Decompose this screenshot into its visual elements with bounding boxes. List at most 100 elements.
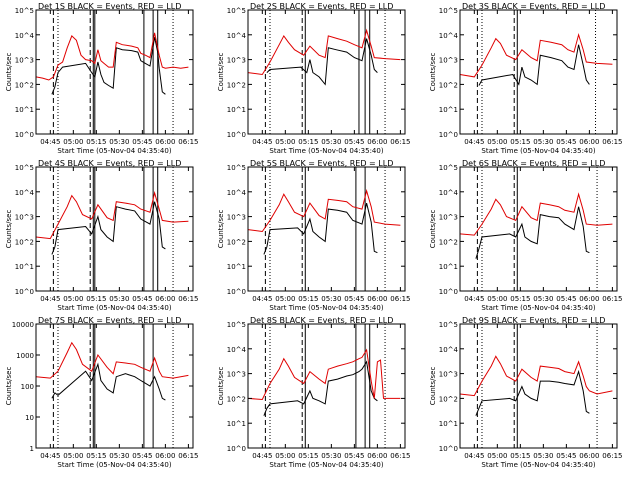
y-tick-label: 10^4 [439,189,459,197]
x-tick-label: 06:15 [178,295,198,303]
plot-frame [247,9,406,135]
plot-frame [459,9,618,135]
chart-panel-1: Det 1S BLACK = Events, RED = LLD 10^0 10^1… [5,2,198,155]
y-tick-label: 10^5 [227,7,246,15]
x-tick-label: 06:00 [155,295,175,303]
chart-title: Det 8S BLACK = Events, RED = LLD [250,316,393,325]
y-tick-label: 10^2 [227,238,246,246]
x-tick-label: 05:15 [86,138,106,146]
events-series-line [263,202,378,255]
y-axis-label: Counts/sec [5,53,13,92]
x-tick-label: 05:45 [556,452,576,460]
plot-frame [247,166,406,292]
events-series-line [51,201,166,255]
x-tick-label: 06:00 [367,295,387,303]
y-tick-label: 10^1 [227,420,246,428]
x-tick-label: 05:15 [510,295,530,303]
x-tick-label: 05:00 [487,295,507,303]
x-tick-label: 05:00 [487,452,507,460]
chart-title: Det 4S BLACK = Events, RED = LLD [38,159,181,168]
x-tick-label: 05:30 [321,452,341,460]
y-tick-label: 10^4 [15,32,35,40]
x-tick-label: 05:30 [533,138,553,146]
x-tick-label: 05:45 [344,452,364,460]
y-tick-label: 10^0 [439,288,458,296]
x-tick-label: 05:15 [86,295,106,303]
y-tick-label: 1000 [16,352,34,360]
x-tick-label: 05:00 [63,452,83,460]
y-tick-label: 10^3 [227,214,246,222]
y-tick-label: 10^0 [15,131,34,139]
x-tick-label: 04:45 [252,138,272,146]
chart-title: Det 7S BLACK = Events, RED = LLD [38,316,181,325]
lld-series-line [459,32,613,78]
y-tick-label: 10^3 [15,57,34,65]
x-tick-label: 05:15 [298,452,318,460]
y-axis-label: Counts/sec [429,53,437,92]
y-tick-label: 10^4 [227,346,247,354]
y-tick-label: 10^4 [439,346,459,354]
x-tick-label: 06:15 [602,138,622,146]
x-axis-label: Start Time (05-Nov-04 04:35:40) [57,461,171,469]
events-series-line [475,206,590,259]
lld-series-line [247,188,401,233]
x-tick-label: 06:00 [155,452,175,460]
events-series-line [263,360,378,416]
y-tick-label: 10^4 [227,32,247,40]
x-axis-label: Start Time (05-Nov-04 04:35:40) [269,304,383,312]
y-tick-label: 10^0 [227,445,246,453]
y-tick-label: 10^2 [439,395,458,403]
x-tick-label: 06:15 [178,452,198,460]
lld-series-line [35,190,189,240]
x-tick-label: 05:45 [344,295,364,303]
y-tick-label: 10^5 [15,164,34,172]
y-tick-label: 10000 [12,321,34,329]
chart-title: Det 6S BLACK = Events, RED = LLD [462,159,605,168]
y-tick-label: 10^5 [439,7,458,15]
y-tick-label: 100 [21,383,34,391]
x-tick-label: 05:45 [132,452,152,460]
x-tick-label: 05:45 [556,295,576,303]
y-tick-label: 10^1 [227,263,246,271]
x-tick-label: 05:15 [510,138,530,146]
events-series-line [478,44,590,86]
events-series-line [51,37,166,95]
lld-series-line [247,28,401,76]
lld-series-line [459,192,613,236]
x-tick-label: 05:30 [533,452,553,460]
y-axis-label: Counts/sec [429,367,437,406]
x-tick-label: 04:45 [464,452,484,460]
chart-panel-2: Det 2S BLACK = Events, RED = LLD 10^0 10^1… [217,2,410,155]
y-axis-label: Counts/sec [429,210,437,249]
y-axis-label: Counts/sec [217,53,225,92]
x-axis-label: Start Time (05-Nov-04 04:35:40) [481,461,595,469]
x-tick-label: 04:45 [40,452,60,460]
x-tick-label: 06:15 [390,138,410,146]
x-tick-label: 06:15 [602,295,622,303]
y-tick-label: 10^4 [15,189,35,197]
x-tick-label: 05:15 [298,295,318,303]
x-tick-label: 06:00 [579,138,599,146]
x-tick-label: 04:45 [252,295,272,303]
y-tick-label: 10^1 [439,263,458,271]
x-axis-label: Start Time (05-Nov-04 04:35:40) [57,147,171,155]
x-tick-label: 05:45 [132,295,152,303]
y-tick-label: 10^4 [227,189,247,197]
chart-panel-7: Det 7S BLACK = Events, RED = LLD 1 10 100 10… [5,316,198,469]
y-tick-label: 10^5 [439,164,458,172]
x-tick-label: 06:15 [602,452,622,460]
y-tick-label: 10^4 [439,32,459,40]
x-tick-label: 05:30 [533,295,553,303]
lld-series-line [35,341,189,379]
chart-title: Det 3S BLACK = Events, RED = LLD [462,2,605,11]
plot-frame [459,323,618,449]
x-tick-label: 06:15 [390,295,410,303]
y-tick-label: 10^3 [439,57,458,65]
y-axis-label: Counts/sec [5,367,13,406]
y-tick-label: 10^0 [227,131,246,139]
y-tick-label: 10^0 [439,131,458,139]
y-tick-label: 10^2 [15,81,34,89]
y-tick-label: 10^5 [227,164,246,172]
events-series-line [266,38,378,86]
y-tick-label: 1 [30,445,34,453]
